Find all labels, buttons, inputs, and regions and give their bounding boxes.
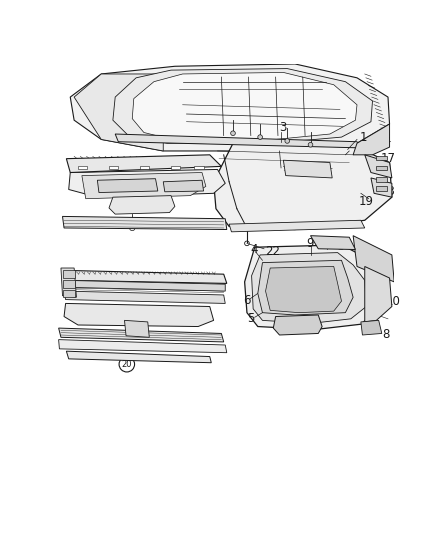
Polygon shape	[365, 266, 392, 322]
Text: 5: 5	[247, 312, 254, 325]
Bar	[78, 166, 87, 169]
Circle shape	[308, 142, 313, 147]
Bar	[376, 166, 387, 170]
Text: 20: 20	[122, 360, 132, 369]
Polygon shape	[365, 155, 392, 178]
Polygon shape	[82, 173, 206, 199]
Polygon shape	[163, 180, 204, 192]
Polygon shape	[371, 178, 392, 197]
Text: 8: 8	[382, 328, 389, 342]
Bar	[376, 187, 387, 191]
Polygon shape	[67, 155, 221, 173]
Bar	[63, 289, 75, 297]
Polygon shape	[63, 216, 227, 230]
Text: 9: 9	[307, 237, 314, 250]
Polygon shape	[265, 266, 342, 313]
Text: 3: 3	[279, 122, 287, 134]
Bar	[140, 166, 149, 169]
Bar	[194, 166, 204, 169]
Polygon shape	[113, 69, 372, 143]
Polygon shape	[67, 351, 211, 363]
Circle shape	[278, 282, 293, 297]
Text: 10: 10	[386, 295, 400, 308]
Polygon shape	[229, 220, 365, 232]
Polygon shape	[61, 268, 77, 297]
Polygon shape	[353, 124, 389, 155]
Polygon shape	[251, 253, 366, 324]
Polygon shape	[273, 315, 322, 335]
Circle shape	[231, 131, 235, 135]
Text: 6: 6	[243, 294, 251, 307]
Bar	[109, 166, 118, 169]
Polygon shape	[311, 236, 356, 249]
Polygon shape	[214, 143, 392, 230]
Bar	[376, 156, 387, 160]
Text: 4: 4	[251, 243, 258, 256]
Polygon shape	[64, 280, 225, 291]
Polygon shape	[132, 72, 357, 140]
Text: 1: 1	[359, 131, 367, 144]
Circle shape	[312, 299, 317, 303]
Polygon shape	[74, 74, 163, 151]
Polygon shape	[115, 134, 361, 148]
Circle shape	[282, 286, 290, 294]
Polygon shape	[353, 236, 394, 282]
Bar	[63, 280, 75, 288]
Polygon shape	[124, 320, 149, 337]
Polygon shape	[361, 320, 382, 335]
Text: 19: 19	[359, 195, 374, 207]
Circle shape	[258, 135, 262, 140]
Polygon shape	[64, 291, 225, 303]
Polygon shape	[97, 179, 158, 192]
Text: 17: 17	[380, 152, 395, 165]
Bar	[376, 177, 387, 182]
Polygon shape	[109, 196, 175, 214]
Polygon shape	[63, 270, 227, 284]
Polygon shape	[70, 64, 389, 151]
Circle shape	[285, 139, 290, 143]
Bar	[171, 166, 180, 169]
Text: 22: 22	[265, 245, 281, 257]
Polygon shape	[64, 303, 214, 327]
Polygon shape	[59, 328, 224, 342]
Polygon shape	[69, 169, 225, 197]
Polygon shape	[245, 245, 379, 329]
Text: 13: 13	[381, 184, 396, 198]
Polygon shape	[59, 340, 227, 353]
Polygon shape	[258, 260, 353, 315]
Polygon shape	[283, 160, 332, 178]
Bar	[63, 270, 75, 278]
